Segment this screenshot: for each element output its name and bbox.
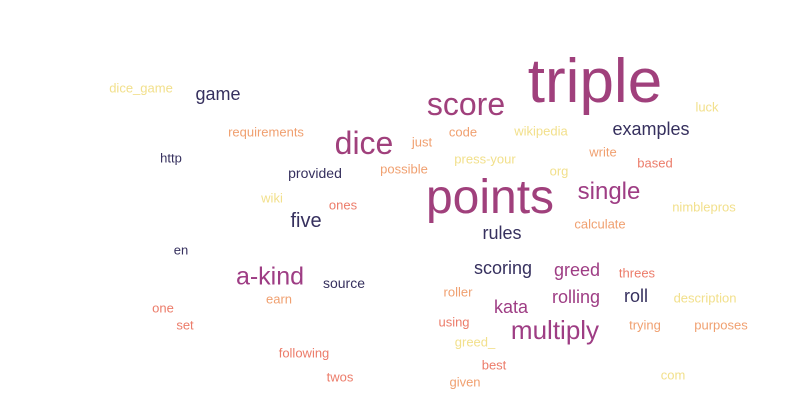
word-http: http: [160, 150, 182, 166]
word-wiki: wiki: [261, 190, 283, 206]
word-source: source: [322, 275, 366, 291]
word-a-kind: a-kind: [235, 262, 305, 291]
word-trying: trying: [629, 317, 661, 333]
word-rules: rules: [482, 223, 522, 243]
word-examples: examples: [612, 119, 690, 139]
word-press-your: press-your: [454, 151, 516, 167]
word-rolling: rolling: [551, 287, 601, 307]
word-earn: earn: [265, 291, 293, 307]
word-write: write: [589, 144, 617, 160]
word-ones: ones: [328, 197, 358, 213]
word-following: following: [278, 345, 330, 361]
word-org: org: [549, 163, 569, 179]
word-points: points: [425, 171, 555, 224]
word-com: com: [660, 367, 686, 383]
word-provided: provided: [288, 165, 342, 181]
word-purposes: purposes: [694, 317, 748, 333]
word-just: just: [411, 134, 433, 150]
word-greed: greed: [553, 260, 601, 280]
word-threes: threes: [618, 265, 656, 281]
word-multiply: multiply: [510, 315, 600, 345]
word-score: score: [426, 86, 506, 122]
word-description: description: [673, 290, 737, 306]
word-possible: possible: [380, 161, 428, 177]
word-scoring: scoring: [473, 258, 533, 278]
word-nimblepros: nimblepros: [672, 199, 736, 215]
word-dice: dice: [334, 125, 394, 161]
word-roll: roll: [623, 286, 649, 306]
word-dice-game: dice_game: [109, 80, 173, 96]
word-triple: triple: [527, 47, 663, 116]
word-greed-underscore: greed_: [454, 334, 496, 350]
word-wikipedia: wikipedia: [514, 123, 568, 139]
word-five: five: [290, 210, 322, 232]
word-given: given: [449, 374, 481, 390]
word-based: based: [637, 155, 673, 171]
word-en: en: [173, 242, 189, 258]
word-luck: luck: [695, 99, 719, 115]
word-code: code: [448, 124, 478, 140]
word-single: single: [577, 178, 641, 205]
word-roller: roller: [443, 284, 473, 300]
word-requirements: requirements: [228, 124, 304, 140]
word-using: using: [438, 314, 470, 330]
word-one: one: [152, 300, 174, 316]
word-twos: twos: [326, 369, 354, 385]
word-calculate: calculate: [574, 216, 626, 232]
word-kata: kata: [493, 297, 529, 317]
word-set: set: [176, 317, 194, 333]
word-game: game: [195, 84, 241, 104]
word-best: best: [481, 357, 507, 373]
